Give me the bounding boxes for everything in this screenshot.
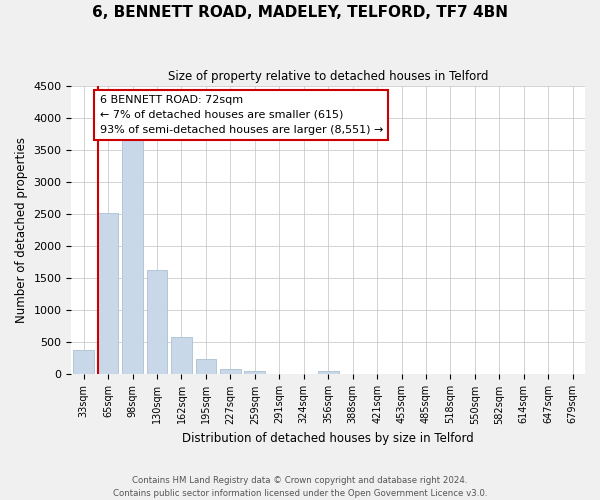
Bar [220, 368, 241, 374]
Title: Size of property relative to detached houses in Telford: Size of property relative to detached ho… [168, 70, 488, 83]
Text: 6, BENNETT ROAD, MADELEY, TELFORD, TF7 4BN: 6, BENNETT ROAD, MADELEY, TELFORD, TF7 4… [92, 5, 508, 20]
Y-axis label: Number of detached properties: Number of detached properties [15, 137, 28, 323]
Bar [171, 336, 192, 374]
Bar [146, 270, 167, 374]
Bar [318, 370, 338, 374]
Bar [98, 212, 118, 374]
Text: Contains HM Land Registry data © Crown copyright and database right 2024.
Contai: Contains HM Land Registry data © Crown c… [113, 476, 487, 498]
Bar [122, 136, 143, 374]
Bar [196, 359, 217, 374]
Bar [244, 370, 265, 374]
Bar [73, 350, 94, 374]
X-axis label: Distribution of detached houses by size in Telford: Distribution of detached houses by size … [182, 432, 474, 445]
Text: 6 BENNETT ROAD: 72sqm
← 7% of detached houses are smaller (615)
93% of semi-deta: 6 BENNETT ROAD: 72sqm ← 7% of detached h… [100, 95, 383, 135]
